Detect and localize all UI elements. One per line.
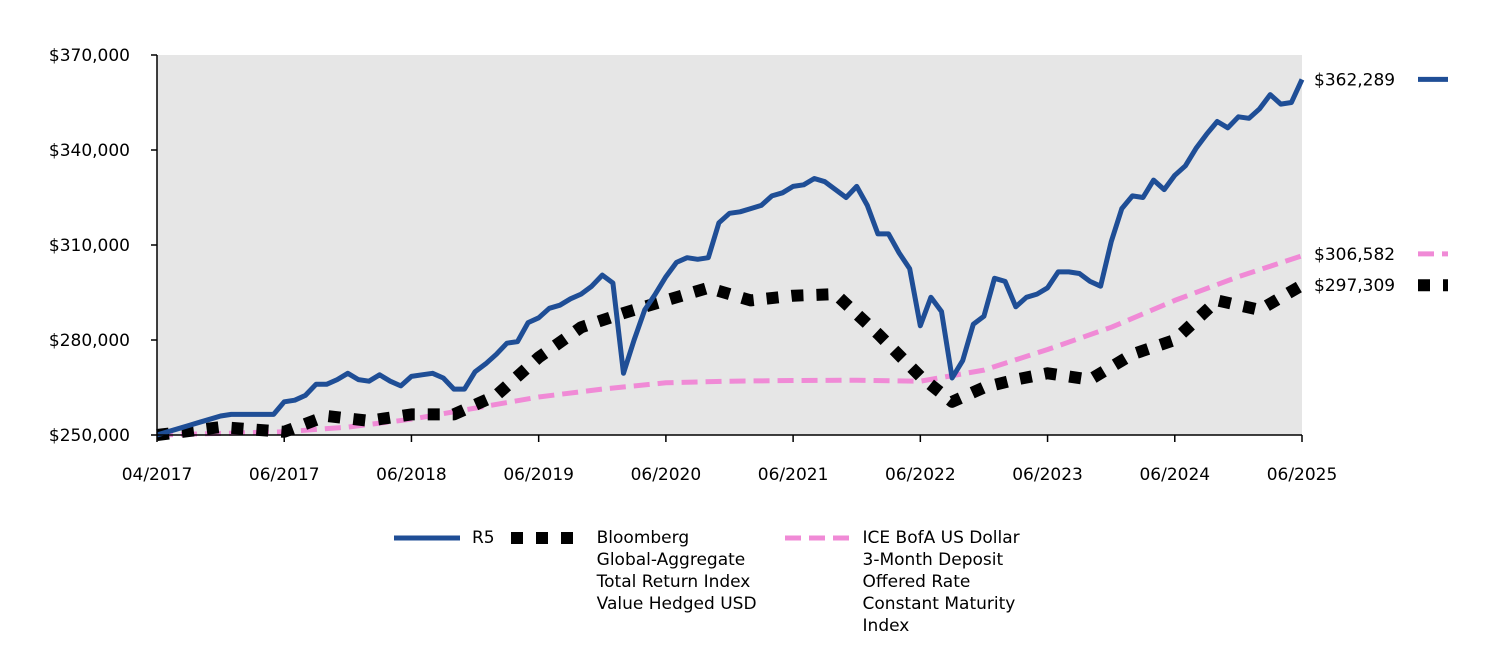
legend-label-ice: ICE BofA US Dollar 3-Month Deposit Offer… [862, 528, 1020, 636]
x-tick-label: 06/2025 [1267, 465, 1338, 485]
x-tick-label: 06/2021 [758, 465, 829, 485]
y-tick-label: $340,000 [49, 141, 130, 161]
legend: R5 Bloomberg Global-Aggregate Total Retu… [392, 527, 1020, 637]
legend-label-r5: R5 [472, 528, 495, 548]
x-tick-label: 06/2023 [1012, 465, 1083, 485]
legend-item-ice: ICE BofA US Dollar 3-Month Deposit Offer… [783, 527, 1020, 637]
line-chart: $250,000 $280,000 $310,000 $340,000 $370,000… [49, 46, 1448, 485]
x-tick-label: 06/2020 [631, 465, 702, 485]
x-tick-label: 06/2018 [376, 465, 447, 485]
y-tick-label: $250,000 [49, 426, 130, 446]
legend-item-bloomberg: Bloomberg Global-Aggregate Total Return … [509, 527, 757, 615]
y-tick-label: $370,000 [49, 46, 130, 66]
y-tick-label: $280,000 [49, 331, 130, 351]
end-label-ice: $306,582 [1314, 245, 1395, 265]
x-tick-label: 06/2022 [885, 465, 956, 485]
series-line-r5 [156, 78, 1305, 438]
legend-swatch-bloomberg [510, 532, 577, 544]
plot-area [157, 55, 1302, 435]
series-line-ice [156, 253, 1303, 438]
legend-item-r5: R5 [392, 527, 495, 549]
legend-swatch-ice [784, 535, 851, 541]
x-tick-label: 04/2017 [122, 465, 193, 485]
end-label-bloomberg: $297,309 [1314, 276, 1395, 296]
series-line-bloomberg [156, 280, 1306, 441]
x-tick-label: 06/2019 [503, 465, 574, 485]
legend-swatch-r5 [394, 535, 460, 541]
end-label-r5: $362,289 [1314, 70, 1395, 90]
y-tick-label: $310,000 [49, 236, 130, 256]
x-tick-label: 06/2024 [1139, 465, 1210, 485]
legend-label-bloomberg: Bloomberg Global-Aggregate Total Return … [596, 528, 757, 614]
x-tick-label: 06/2017 [249, 465, 320, 485]
